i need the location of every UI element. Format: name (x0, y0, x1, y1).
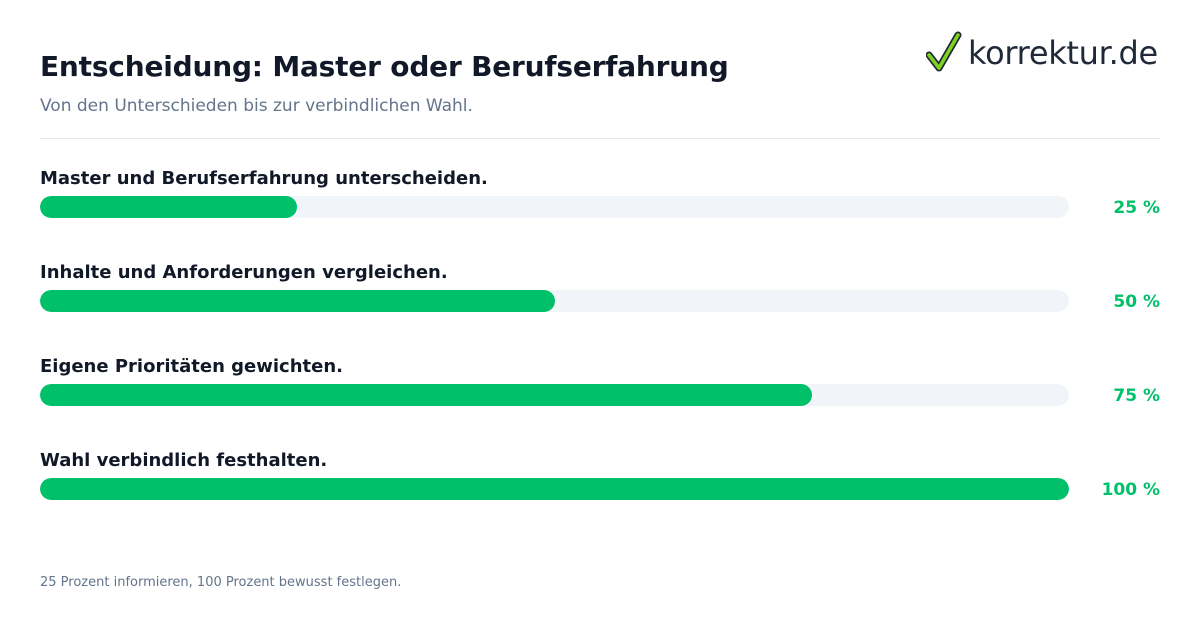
progress-fill (40, 384, 812, 406)
progress-track (40, 384, 1069, 406)
progress-track (40, 290, 1069, 312)
step-label: Inhalte und Anforderungen vergleichen. (40, 262, 448, 283)
step-percent: 75 % (1113, 386, 1160, 406)
page-subtitle: Von den Unterschieden bis zur verbindlic… (40, 96, 473, 116)
brand-logo: korrektur.de (926, 28, 1158, 78)
progress-step: Master und Berufserfahrung unterscheiden… (40, 168, 1160, 228)
progress-fill (40, 196, 298, 218)
progress-step: Eigene Prioritäten gewichten. 75 % (40, 356, 1160, 416)
progress-track (40, 478, 1069, 500)
step-label: Master und Berufserfahrung unterscheiden… (40, 168, 488, 189)
header-divider (40, 138, 1160, 139)
step-label: Eigene Prioritäten gewichten. (40, 356, 343, 377)
step-percent: 50 % (1113, 292, 1160, 312)
progress-track (40, 196, 1069, 218)
step-percent: 25 % (1113, 198, 1160, 218)
progress-fill (40, 290, 555, 312)
step-percent: 100 % (1101, 480, 1160, 500)
progress-fill (40, 478, 1069, 500)
progress-step: Inhalte und Anforderungen vergleichen. 5… (40, 262, 1160, 322)
brand-name: korrektur.de (968, 34, 1158, 72)
step-label: Wahl verbindlich festhalten. (40, 450, 328, 471)
checkmark-icon (926, 31, 962, 72)
page-title: Entscheidung: Master oder Berufserfahrun… (40, 50, 729, 83)
progress-step: Wahl verbindlich festhalten. 100 % (40, 450, 1160, 510)
footnote: 25 Prozent informieren, 100 Prozent bewu… (40, 575, 402, 590)
